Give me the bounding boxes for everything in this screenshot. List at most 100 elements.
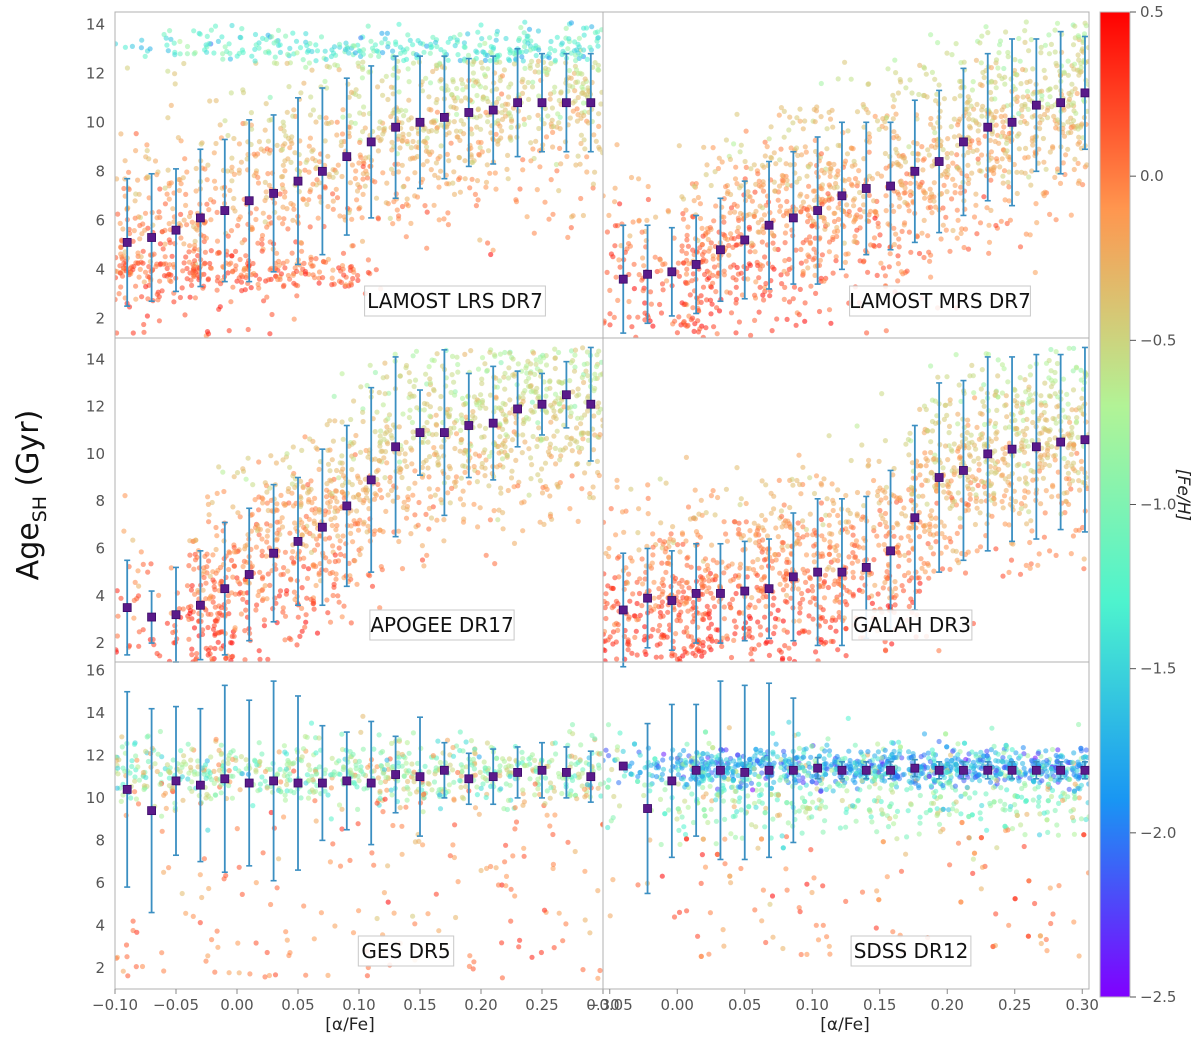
scatter-point bbox=[735, 225, 742, 231]
scatter-point bbox=[713, 289, 719, 295]
scatter-point bbox=[499, 103, 505, 109]
scatter-point bbox=[529, 58, 535, 64]
scatter-point bbox=[487, 392, 494, 398]
scatter-point bbox=[184, 169, 190, 175]
scatter-point bbox=[256, 507, 262, 513]
scatter-point bbox=[526, 446, 532, 452]
scatter-point bbox=[563, 25, 569, 31]
scatter-point bbox=[1076, 134, 1082, 140]
scatter-point bbox=[240, 90, 247, 96]
scatter-point bbox=[376, 53, 382, 60]
median-marker bbox=[1007, 117, 1017, 127]
scatter-point bbox=[117, 220, 123, 226]
scatter-point bbox=[726, 242, 732, 249]
scatter-point bbox=[307, 189, 313, 195]
scatter-point bbox=[458, 412, 464, 418]
scatter-point bbox=[115, 588, 120, 594]
scatter-point bbox=[191, 51, 197, 57]
scatter-point bbox=[213, 570, 219, 576]
scatter-point bbox=[280, 609, 286, 615]
scatter-point bbox=[647, 289, 654, 295]
scatter-point bbox=[264, 596, 270, 602]
scatter-point bbox=[252, 46, 258, 53]
scatter-point bbox=[326, 535, 333, 541]
scatter-point bbox=[543, 362, 550, 368]
scatter-point bbox=[784, 208, 790, 214]
scatter-point bbox=[977, 81, 983, 87]
scatter-point bbox=[534, 443, 540, 450]
scatter-point bbox=[497, 434, 503, 440]
scatter-point bbox=[226, 41, 232, 47]
scatter-point bbox=[479, 376, 485, 382]
scatter-point bbox=[250, 482, 256, 488]
scatter-point bbox=[355, 182, 361, 188]
scatter-point bbox=[830, 124, 836, 130]
scatter-point bbox=[934, 91, 940, 97]
scatter-point bbox=[289, 481, 295, 487]
scatter-point bbox=[167, 28, 173, 34]
scatter-points bbox=[115, 19, 603, 338]
scatter-point bbox=[534, 187, 540, 193]
scatter-point bbox=[293, 38, 300, 44]
scatter-point bbox=[263, 553, 269, 559]
scatter-point bbox=[153, 263, 159, 270]
scatter-point bbox=[841, 240, 847, 246]
scatter-point bbox=[979, 107, 985, 113]
scatter-point bbox=[238, 35, 244, 41]
scatter-point bbox=[486, 453, 493, 459]
scatter-point bbox=[461, 450, 467, 456]
scatter-point bbox=[360, 418, 366, 425]
scatter-point bbox=[1026, 96, 1032, 103]
scatter-point bbox=[350, 456, 357, 462]
panel-2: LAMOST MRS DR7 bbox=[602, 11, 1090, 339]
scatter-point bbox=[402, 458, 408, 464]
scatter-point bbox=[550, 144, 556, 150]
scatter-point bbox=[136, 214, 142, 220]
scatter-point bbox=[1038, 50, 1044, 56]
scatter-point bbox=[685, 224, 691, 230]
scatter-point bbox=[410, 138, 416, 145]
scatter-point bbox=[921, 217, 927, 223]
scatter-point bbox=[281, 123, 287, 129]
scatter-point bbox=[830, 270, 836, 276]
scatter-point bbox=[957, 93, 963, 99]
scatter-point bbox=[746, 226, 753, 232]
scatter-point bbox=[970, 486, 976, 492]
scatter-point bbox=[537, 164, 543, 170]
scatter-point bbox=[390, 221, 396, 227]
scatter-point bbox=[955, 122, 961, 128]
scatter-point bbox=[359, 238, 366, 244]
scatter-point bbox=[892, 57, 898, 63]
scatter-point bbox=[376, 389, 382, 396]
scatter-point bbox=[211, 178, 218, 184]
scatter-point bbox=[205, 276, 211, 282]
scatter-point bbox=[780, 180, 786, 186]
scatter-point bbox=[254, 602, 260, 608]
colorbar-label: [Fe/H] bbox=[1173, 469, 1193, 521]
scatter-point bbox=[186, 259, 192, 265]
scatter-point bbox=[521, 499, 527, 505]
scatter-point bbox=[359, 75, 365, 81]
scatter-point bbox=[569, 473, 575, 479]
scatter-point bbox=[280, 162, 286, 168]
scatter-point bbox=[676, 314, 682, 320]
scatter-point bbox=[474, 178, 481, 184]
scatter-point bbox=[851, 158, 857, 164]
scatter-point bbox=[307, 135, 313, 141]
scatter-point bbox=[684, 237, 690, 243]
scatter-point bbox=[770, 240, 776, 246]
y-tick-label: 6 bbox=[95, 539, 105, 557]
scatter-point bbox=[118, 595, 124, 601]
scatter-point bbox=[323, 494, 330, 500]
scatter-point bbox=[701, 249, 707, 255]
scatter-point bbox=[700, 284, 707, 290]
scatter-point bbox=[471, 463, 477, 470]
scatter-point bbox=[135, 568, 141, 574]
scatter-point bbox=[880, 116, 886, 122]
scatter-point bbox=[557, 126, 563, 132]
scatter-point bbox=[367, 573, 373, 579]
scatter-point bbox=[380, 50, 386, 56]
scatter-point bbox=[866, 139, 873, 145]
scatter-point bbox=[313, 58, 319, 64]
scatter-point bbox=[324, 597, 330, 603]
